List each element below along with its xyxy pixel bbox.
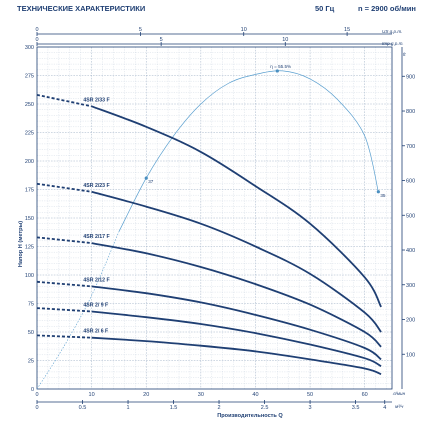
impgpm-tick-label: 10 (282, 37, 288, 43)
m3h-tick-label: 2 (218, 405, 221, 411)
y-tick-label: 125 (25, 245, 34, 251)
series-curve-extension (36, 280, 92, 288)
m3h-tick-label: 1.5 (170, 405, 178, 411)
ft-tick-label: 900 (406, 74, 415, 80)
efficiency-point (144, 176, 148, 180)
series-curve (91, 336, 382, 376)
m3h-tick-label: 2.5 (261, 405, 269, 411)
grid (37, 47, 392, 389)
efficiency-point-label: 37 (148, 179, 154, 184)
series-curve-extension (36, 94, 92, 108)
bottom-axes: 0 10 20 30 40 50 60 0 0.5 1 1.5 2 2.5 3 3.5 4 (35, 392, 392, 411)
series-curve-extension (36, 334, 92, 339)
m3h-tick-label: 3 (309, 405, 312, 411)
y-tick-label: 200 (25, 159, 34, 165)
series-curve (91, 285, 382, 361)
series-curve (91, 190, 382, 333)
y-unit-label-ft: ft (403, 52, 406, 57)
ft-tick-label: 500 (406, 213, 415, 219)
efficiency-curve-dashed (36, 231, 120, 390)
m3h-tick-label: 0 (35, 405, 38, 411)
series-label: 4SR 2/33 F (83, 97, 109, 103)
y-tick-label: 300 (25, 45, 34, 51)
efficiency-point-label: η = 55.5% (270, 64, 291, 69)
top-axes: 0 5 10 15 0 5 10 (35, 27, 392, 46)
pump-curves: 4SR 2/33 F 4SR 2/23 F 4SR 2/17 F 4SR 2/12 F… (36, 94, 382, 376)
usgpm-tick-label: 5 (139, 27, 142, 33)
series-curve-extension (36, 182, 92, 193)
efficiency-point-label: 35 (380, 193, 386, 198)
series-curve-extension (36, 307, 92, 313)
ft-tick-label: 800 (406, 109, 415, 115)
usgpm-tick-label: 0 (35, 27, 38, 33)
ft-tick-label: 700 (406, 144, 415, 150)
y-tick-label: 0 (31, 387, 34, 393)
series-curve (91, 310, 382, 368)
efficiency-point (275, 69, 279, 73)
y-tick-label: 100 (25, 273, 34, 279)
y-tick-label: 150 (25, 216, 34, 222)
y-tick-label: 225 (25, 131, 34, 137)
m3h-tick-label: 3.5 (352, 405, 360, 411)
series-label: 4SR 2/ 6 F (83, 329, 108, 335)
x-axis-label: Производительность Q (217, 413, 283, 419)
m3h-tick-label: 4 (383, 405, 386, 411)
series-curve (91, 105, 382, 308)
frequency-label: 50 Гц (315, 4, 335, 13)
y-tick-label: 250 (25, 102, 34, 108)
x-tick-label: 40 (252, 392, 258, 398)
x-tick-label: 0 (35, 392, 38, 398)
m3h-tick-label: 1 (127, 405, 130, 411)
ft-tick-label: 300 (406, 283, 415, 289)
m3h-tick-label: 0.5 (79, 405, 87, 411)
y-tick-label: 75 (28, 302, 34, 308)
y-axis-label: Напор H (метры) (18, 221, 24, 267)
ft-tick-label: 100 (406, 352, 415, 358)
y-tick-label: 275 (25, 74, 34, 80)
efficiency-point (376, 190, 380, 194)
y-tick-label: 50 (28, 330, 34, 336)
speed-label: n = 2900 об/мин (358, 4, 416, 13)
series-curve (91, 242, 382, 348)
x-tick-label: 20 (143, 392, 149, 398)
efficiency-curve (118, 70, 379, 232)
ft-tick-label: 200 (406, 318, 415, 324)
impgpm-tick-label: 5 (160, 37, 163, 43)
series-curve-extension (36, 236, 92, 244)
series-label: 4SR 2/17 F (83, 234, 109, 240)
ft-tick-label: 600 (406, 179, 415, 185)
x-tick-label: 30 (198, 392, 204, 398)
usgpm-tick-label: 15 (344, 27, 350, 33)
x-unit-label-m3h: м³/ч (395, 404, 404, 409)
x-tick-label: 50 (307, 392, 313, 398)
impgpm-tick-label: 0 (35, 37, 38, 43)
x-unit-label-lmin: л/мин (392, 391, 406, 396)
chart-title: ТЕХНИЧЕСКИЕ ХАРАКТЕРИСТИКИ (17, 4, 146, 13)
right-axis: 100 200 300 400 500 600 700 800 900 (401, 47, 415, 389)
y-tick-label: 25 (28, 359, 34, 365)
ft-tick-label: 400 (406, 248, 415, 254)
efficiency-curve-group: 37 η = 55.5% 35 (36, 64, 386, 390)
x-unit-label-usgpm: US g.p.m. (382, 29, 402, 34)
usgpm-tick-label: 10 (241, 27, 247, 33)
y-tick-label: 175 (25, 188, 34, 194)
series-label: 4SR 2/23 F (83, 183, 109, 189)
x-tick-label: 10 (89, 392, 95, 398)
plot-frame (36, 46, 393, 390)
x-tick-label: 60 (362, 392, 368, 398)
series-label: 4SR 2/12 F (83, 277, 109, 283)
series-label: 4SR 2/ 9 F (83, 302, 108, 308)
left-axis: 0 25 50 75 100 125 150 175 200 225 250 275 300 (25, 45, 34, 393)
x-unit-label-impgpm: Imp g.p.m. (382, 41, 404, 46)
